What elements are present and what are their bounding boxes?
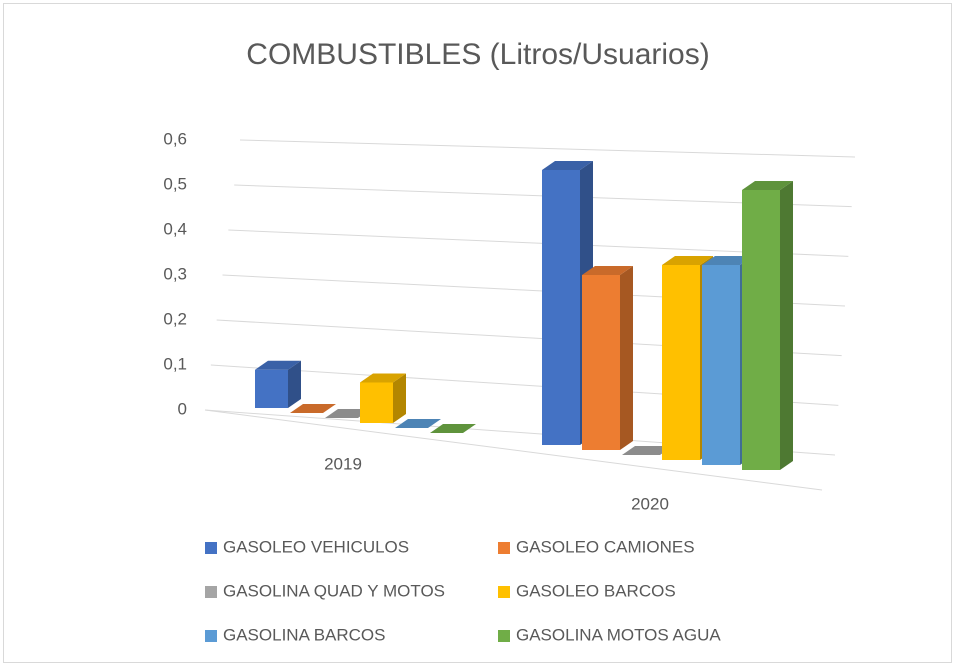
bar-top — [325, 409, 371, 418]
bar-front — [662, 265, 700, 460]
bar-side — [780, 181, 793, 470]
bar-top — [742, 181, 793, 190]
bar — [255, 360, 301, 408]
bar-top — [662, 256, 713, 265]
bar-side — [393, 373, 406, 423]
bar-top — [542, 161, 593, 170]
legend-swatch — [205, 586, 217, 598]
bar-top — [290, 404, 336, 413]
bar-front — [542, 170, 580, 445]
legend-swatch — [205, 630, 217, 642]
y-tick-label: 0,3 — [163, 264, 187, 283]
bar-top — [430, 424, 476, 433]
y-tick-label: 0 — [178, 399, 187, 418]
bar-front — [582, 275, 620, 450]
legend-swatch — [205, 542, 217, 554]
bar-top — [360, 373, 406, 383]
legend-label: GASOLINA MOTOS AGUA — [516, 625, 721, 644]
bar — [395, 419, 441, 428]
legend-label: GASOLEO BARCOS — [516, 581, 676, 600]
bar-top — [395, 419, 441, 428]
bar — [290, 404, 336, 413]
bar — [622, 446, 673, 455]
bar-top — [255, 360, 301, 370]
legend-swatch — [498, 630, 510, 642]
bar — [582, 266, 633, 450]
legend-label: GASOLINA BARCOS — [223, 625, 386, 644]
legend-swatch — [498, 586, 510, 598]
bar-front — [742, 190, 780, 470]
bar-top — [702, 256, 753, 265]
legend-label: GASOLINA QUAD Y MOTOS — [223, 581, 445, 600]
floor-edge — [204, 409, 823, 491]
y-tick-label: 0,5 — [163, 174, 187, 193]
bar-side — [288, 360, 301, 408]
y-tick-label: 0,6 — [163, 129, 187, 148]
bar-front — [360, 382, 393, 423]
x-tick-label: 2019 — [324, 454, 362, 473]
chart-title: COMBUSTIBLES (Litros/Usuarios) — [246, 38, 709, 71]
bar — [742, 181, 793, 470]
bar — [325, 409, 371, 418]
bar — [360, 373, 406, 423]
y-tick-label: 0,1 — [163, 354, 187, 373]
x-tick-label: 2020 — [631, 494, 669, 513]
legend-label: GASOLEO VEHICULOS — [223, 537, 409, 556]
legend-label: GASOLEO CAMIONES — [516, 537, 695, 556]
bar-top — [622, 446, 673, 455]
bar-front — [702, 265, 740, 465]
bar-front — [255, 369, 288, 408]
y-tick-label: 0,2 — [163, 309, 187, 328]
y-tick-label: 0,4 — [163, 219, 187, 238]
bar-side — [620, 266, 633, 450]
legend-swatch — [498, 542, 510, 554]
grid-line — [239, 139, 856, 158]
bar-top — [582, 266, 633, 275]
chart-frame — [3, 3, 952, 663]
bar — [430, 424, 476, 433]
